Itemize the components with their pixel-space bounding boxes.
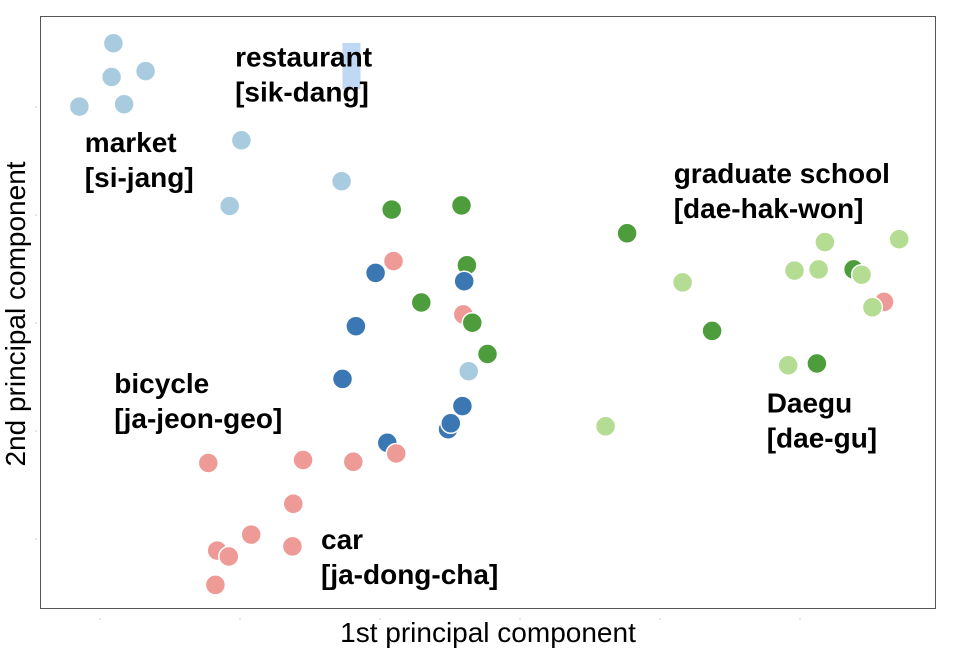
highlight-marker xyxy=(342,42,361,89)
data-point xyxy=(888,228,910,250)
data-point xyxy=(476,343,499,365)
highlight-layer xyxy=(342,42,361,89)
data-point xyxy=(281,535,304,558)
data-point xyxy=(230,129,253,152)
cluster-label-restaurant: restaurant [sik-dang] xyxy=(235,41,372,107)
data-point xyxy=(440,412,462,435)
data-point xyxy=(850,263,873,286)
data-point xyxy=(102,32,125,54)
data-point xyxy=(100,66,123,88)
cluster-label-graduate-school: graduate school [dae-hak-won] xyxy=(674,158,890,224)
data-point xyxy=(380,198,403,221)
data-point xyxy=(806,352,828,375)
data-point xyxy=(461,311,484,334)
data-point xyxy=(197,452,220,474)
cluster-label-line: bicycle xyxy=(114,368,209,399)
cluster-label-line: market xyxy=(85,127,177,158)
data-point xyxy=(616,222,638,245)
tick-marks xyxy=(35,106,801,620)
cluster-label-line: Daegu xyxy=(767,388,853,419)
cluster-label-line: [sik-dang] xyxy=(235,76,369,107)
cluster-label-daegu: Daegu [dae-gu] xyxy=(767,388,877,454)
x-axis-title: 1st principal component xyxy=(340,617,636,648)
data-point xyxy=(342,451,365,473)
cluster-label-car: car [ja-dong-cha] xyxy=(321,524,498,590)
cluster-label-line: [dae-hak-won] xyxy=(674,193,864,224)
data-point xyxy=(671,271,694,294)
data-point xyxy=(68,95,91,118)
data-point xyxy=(450,194,473,217)
cluster-label-line: [ja-jeon-geo] xyxy=(114,403,282,434)
data-point xyxy=(783,259,806,282)
data-point xyxy=(701,320,723,342)
data-point xyxy=(457,360,480,382)
data-point xyxy=(814,231,836,253)
cluster-label-line: restaurant xyxy=(235,41,372,72)
cluster-label-market: market [si-jang] xyxy=(85,127,194,193)
cluster-label-line: [ja-dong-cha] xyxy=(321,559,498,590)
data-point xyxy=(777,354,799,377)
data-point xyxy=(113,93,135,115)
cluster-label-line: [dae-gu] xyxy=(767,423,877,454)
data-point xyxy=(807,258,830,281)
data-point xyxy=(453,270,475,292)
cluster-label-bicycle: bicycle [ja-jeon-geo] xyxy=(114,368,282,434)
data-point xyxy=(218,195,241,217)
data-point xyxy=(382,250,405,272)
data-point xyxy=(204,574,227,596)
data-point xyxy=(385,442,407,465)
y-axis-title: 2nd principal component xyxy=(0,161,31,466)
data-point xyxy=(240,523,262,546)
labels-layer: restaurant [sik-dang] market [si-jang] gradu… xyxy=(85,41,890,590)
points-layer xyxy=(68,32,910,596)
data-point xyxy=(292,449,314,471)
data-point xyxy=(345,315,367,337)
data-point xyxy=(134,60,157,82)
data-point xyxy=(451,395,474,417)
data-point xyxy=(861,296,884,319)
cluster-label-line: car xyxy=(321,524,363,555)
cluster-label-line: graduate school xyxy=(674,158,890,189)
data-point xyxy=(410,291,433,314)
data-point xyxy=(331,368,354,390)
data-point xyxy=(364,262,387,284)
cluster-label-line: [si-jang] xyxy=(85,162,194,193)
data-point xyxy=(594,415,617,438)
data-point xyxy=(330,170,353,192)
plot-frame xyxy=(40,16,936,609)
data-point xyxy=(218,545,240,568)
data-point xyxy=(282,493,305,515)
